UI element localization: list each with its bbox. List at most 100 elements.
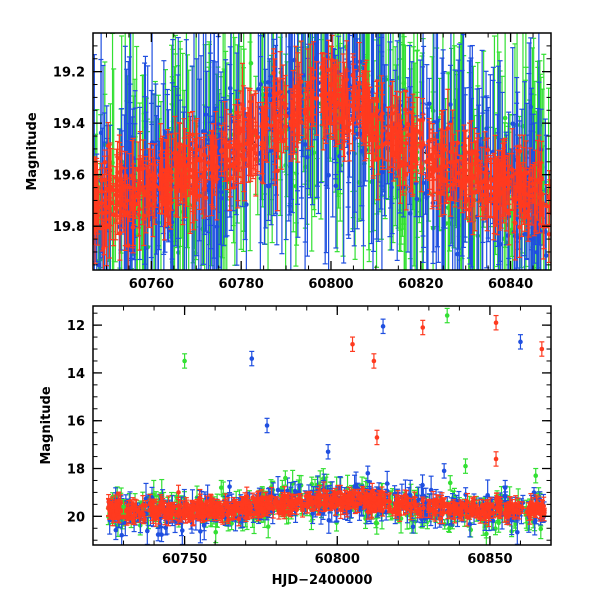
top-data-point (387, 113, 393, 174)
bottom-data-point (194, 499, 200, 519)
top-data-point (236, 115, 242, 178)
bottom-outlier-point (463, 458, 469, 474)
bottom-data-point (411, 496, 417, 512)
bottom-data-point (426, 498, 432, 513)
bottom-y-axis-label: Magnitude (39, 386, 54, 465)
top-data-point (374, 85, 380, 117)
bottom-data-point (171, 501, 177, 512)
bottom-data-point (266, 502, 272, 515)
bottom-data-point (140, 504, 146, 525)
bottom-data-point (420, 474, 426, 496)
top-data-point (430, 122, 436, 197)
bottom-outlier-point (218, 479, 224, 496)
top-data-point (539, 140, 545, 216)
top-data-point (360, 72, 366, 146)
bottom-data-point (239, 496, 245, 515)
bottom-x-axis-label: HJD−2400000 (272, 573, 373, 588)
bottom-data-point (353, 498, 359, 511)
bottom-data-point (531, 487, 537, 498)
top-data-point (533, 182, 539, 235)
bottom-data-point (345, 491, 351, 510)
top-data-point (423, 144, 429, 180)
bottom-outlier-point (533, 467, 539, 484)
bottom-data-point (227, 480, 233, 494)
top-data-point (298, 40, 304, 123)
top-data-point (333, 59, 339, 102)
top-data-point (275, 130, 281, 212)
bottom-data-point (247, 502, 253, 512)
bottom-data-point (259, 489, 265, 509)
bottom-outlier-point (420, 319, 426, 336)
bottom-ticks: 60750 60800 60850 12 14 16 18 20 (67, 306, 552, 567)
top-data-point (320, 83, 326, 121)
top-panel: 60760 60780 60800 60820 60840 19.2 19.4 19.6 19.… (25, 32, 552, 292)
top-data-point (543, 134, 549, 270)
y-tick-label: 19.4 (53, 117, 85, 132)
bottom-data-point (215, 501, 221, 520)
top-data-point (168, 133, 174, 211)
bottom-data-point (323, 501, 329, 511)
top-data-point (406, 96, 412, 174)
bottom-data-point (288, 493, 294, 512)
bottom-outlier-point (493, 451, 499, 467)
bottom-outlier-point (444, 307, 450, 324)
top-data-point (218, 124, 224, 177)
top-data-point (463, 129, 469, 212)
bottom-data-point (243, 513, 249, 523)
bottom-data-point (255, 491, 261, 511)
y-tick-label: 20 (67, 510, 85, 525)
bottom-data-point (341, 493, 347, 503)
x-tick-label: 60820 (398, 277, 443, 292)
y-tick-label: 18 (67, 463, 85, 478)
top-plot-data (93, 33, 551, 270)
bottom-data-point (410, 520, 416, 534)
top-data-point (379, 89, 385, 149)
bottom-data-point (386, 499, 392, 514)
bottom-data-point (513, 495, 519, 513)
bottom-data-point (421, 498, 427, 518)
top-data-point (526, 167, 532, 224)
top-data-point (326, 73, 332, 126)
top-data-point (290, 94, 296, 120)
top-data-point (349, 90, 355, 122)
top-data-point (305, 86, 311, 150)
top-data-point (370, 101, 376, 179)
bottom-data-point (150, 499, 156, 516)
bottom-data-point (384, 470, 390, 497)
bottom-data-point (484, 501, 490, 511)
top-data-point (250, 118, 256, 180)
bottom-data-point (451, 499, 457, 519)
bottom-data-point (159, 500, 165, 507)
bottom-data-point (447, 504, 453, 511)
x-tick-label: 60760 (129, 277, 174, 292)
bottom-outlier-point (441, 463, 447, 479)
top-data-point (455, 130, 461, 156)
bottom-outlier-point (447, 475, 453, 491)
bottom-outlier-point (502, 479, 508, 496)
top-data-point (351, 33, 357, 247)
top-data-point (172, 115, 178, 200)
top-data-point (202, 146, 208, 189)
top-data-point (160, 157, 166, 184)
top-data-point (242, 117, 248, 202)
bottom-data-point (159, 527, 165, 543)
top-data-point (152, 143, 158, 219)
top-data-point (532, 161, 538, 216)
top-data-point (99, 167, 105, 194)
top-data-point (447, 179, 453, 217)
top-data-point (96, 185, 102, 230)
x-tick-label: 60840 (488, 277, 533, 292)
top-data-point (309, 89, 315, 127)
x-tick-label: 60780 (219, 277, 264, 292)
bottom-data-point (190, 500, 196, 518)
bottom-data-point (371, 499, 377, 513)
top-data-point (479, 182, 485, 208)
bottom-data-point (335, 484, 341, 501)
top-data-point (181, 118, 187, 198)
top-data-point (469, 150, 475, 205)
top-data-point (194, 133, 200, 188)
bottom-data-point (111, 507, 117, 523)
top-data-point (394, 110, 400, 157)
bottom-data-point (195, 507, 201, 517)
bottom-data-point (439, 492, 445, 513)
